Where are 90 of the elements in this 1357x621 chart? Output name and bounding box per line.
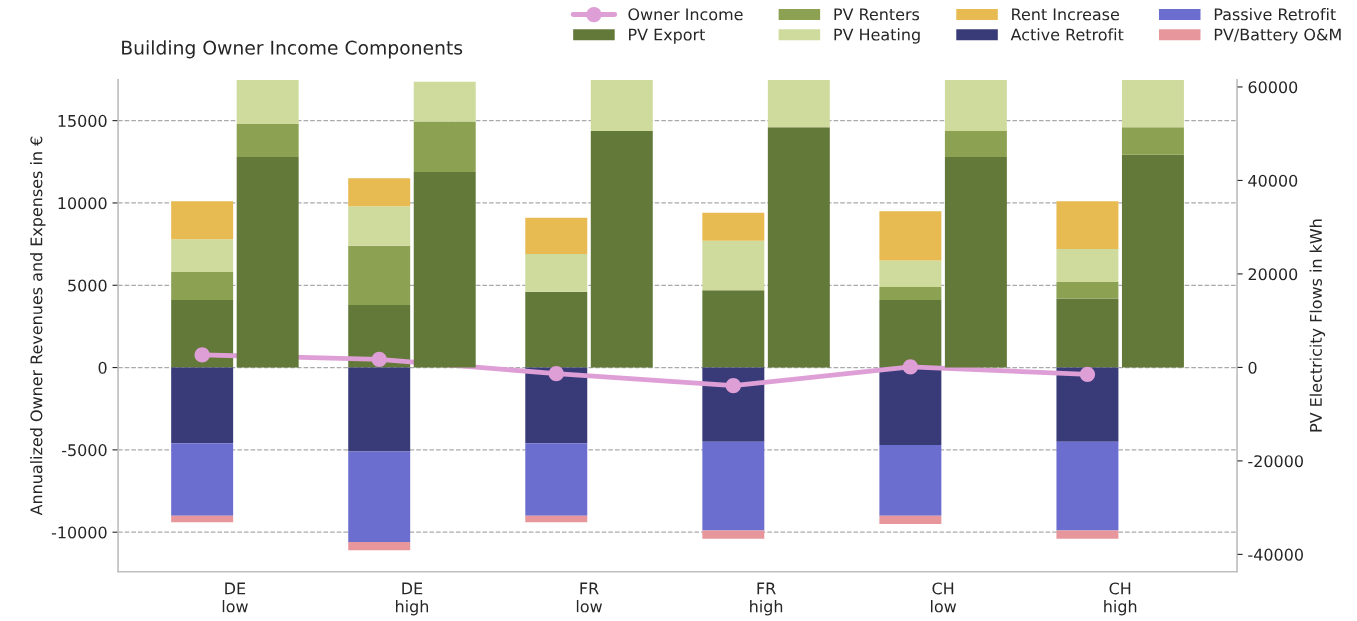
bar — [1056, 298, 1119, 368]
bar — [590, 79, 653, 131]
bar — [1056, 201, 1119, 250]
bar — [702, 441, 765, 531]
bar — [348, 206, 411, 246]
bar — [702, 290, 765, 368]
x-tick-label: CH low — [931, 582, 957, 613]
bar — [1056, 281, 1119, 299]
bar — [348, 245, 411, 306]
y-tick-label: -5000 — [62, 444, 107, 457]
point — [1079, 366, 1096, 382]
legend-label: Owner Income — [628, 8, 743, 21]
bar — [236, 157, 299, 368]
y-tick-label: -10000 — [51, 526, 107, 539]
y2-tick-label: -40000 — [1248, 548, 1303, 561]
bar — [525, 515, 588, 523]
x-tick-label: FR high — [750, 582, 783, 616]
legend-label: Active Retrofit — [1010, 28, 1124, 41]
bar — [944, 157, 1007, 368]
bar — [1121, 154, 1184, 368]
bar — [171, 272, 234, 301]
bar — [413, 81, 476, 122]
bar — [879, 367, 942, 445]
bar — [413, 121, 476, 173]
bar — [879, 300, 942, 368]
y-axis-title: Annualized Owner Revenues and Expenses in € — [30, 136, 46, 516]
x-tick-label: FR low — [576, 582, 602, 613]
point — [548, 366, 564, 382]
bar — [944, 130, 1007, 158]
bar — [171, 239, 234, 273]
y2-tick-label: 0 — [1248, 361, 1257, 374]
bar — [879, 211, 942, 261]
bar — [702, 367, 765, 442]
bar — [348, 542, 411, 551]
bar — [525, 367, 588, 444]
point — [902, 359, 919, 375]
bar — [879, 260, 942, 287]
bar — [525, 291, 588, 368]
bar — [702, 240, 765, 291]
bar — [879, 515, 942, 524]
bar — [525, 443, 588, 516]
y-tick-label: 0 — [98, 361, 107, 374]
y-tick-label: 15000 — [58, 114, 107, 127]
bar — [236, 79, 299, 124]
bar — [236, 123, 299, 158]
bar — [171, 201, 234, 240]
bar — [348, 178, 411, 207]
bar — [413, 172, 476, 368]
bar — [702, 212, 765, 241]
bar — [767, 79, 830, 128]
legend-label: PV Heating — [834, 28, 920, 44]
legend-label: Passive Retrofit — [1214, 7, 1336, 21]
bar — [171, 367, 234, 444]
bar — [879, 444, 942, 516]
legend-label: PV Export — [629, 28, 706, 44]
chart-title: Building Owner Income Components — [122, 40, 463, 59]
bar — [1056, 530, 1119, 539]
y2-tick-label: -20000 — [1248, 455, 1303, 468]
legend-label: Rent Increase — [1012, 8, 1119, 21]
bar — [171, 300, 234, 368]
legend-label: PV/Battery O&M — [1214, 28, 1341, 44]
bar — [525, 253, 588, 292]
y-tick-label: 10000 — [58, 197, 107, 210]
bar — [525, 217, 588, 254]
bar — [767, 127, 830, 368]
point — [371, 351, 387, 367]
bar — [1121, 79, 1184, 128]
y2-axis-title: PV Electricity Flows in kWh — [1309, 219, 1326, 432]
bar — [171, 515, 234, 523]
y2-tick-label: 40000 — [1248, 174, 1298, 187]
y2-tick-label: 20000 — [1248, 268, 1298, 281]
bar — [1056, 249, 1119, 282]
point — [725, 378, 741, 394]
y2-tick-label: 60000 — [1248, 81, 1298, 94]
bar — [1121, 127, 1184, 155]
bar — [171, 443, 234, 516]
bar — [702, 530, 765, 539]
bar — [879, 286, 942, 301]
bar — [1056, 441, 1119, 531]
x-tick-label: DE low — [222, 582, 248, 613]
bar — [348, 367, 411, 452]
x-tick-label: CH high — [1104, 582, 1137, 616]
bar — [944, 79, 1007, 131]
point — [194, 347, 210, 363]
y-tick-label: 5000 — [68, 279, 107, 292]
legend-label: PV Renters — [834, 8, 920, 21]
bar — [348, 451, 411, 543]
bar — [1056, 367, 1119, 442]
bar — [590, 130, 653, 368]
x-tick-label: DE high — [396, 582, 429, 616]
